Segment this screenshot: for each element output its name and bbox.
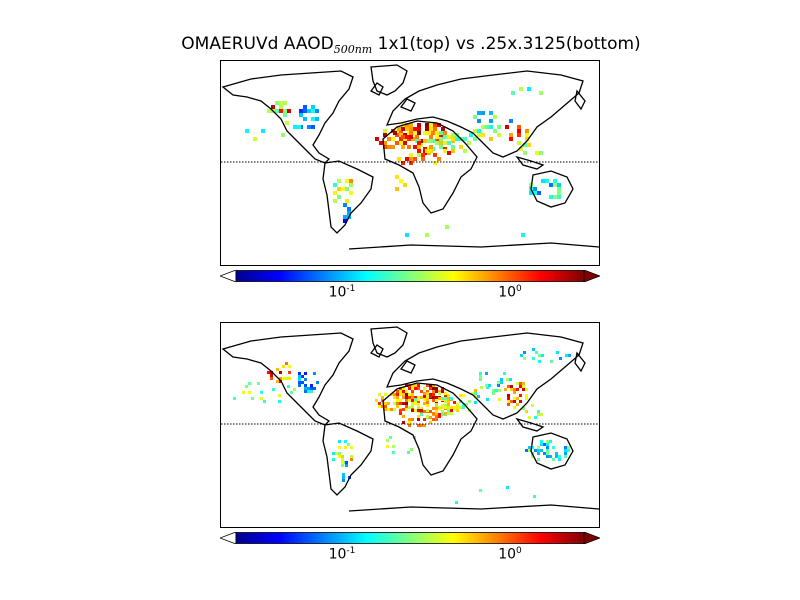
map-panel-bottom xyxy=(220,322,600,528)
aerosol-cells xyxy=(233,348,571,504)
aerosol-cells xyxy=(245,87,561,237)
colorbar-top-gradient xyxy=(218,269,602,283)
world-map-bottom xyxy=(221,326,599,512)
colorbar-top-tick-2: 100 xyxy=(498,284,522,301)
colorbar-extend-high xyxy=(583,269,602,283)
colorbar-extend-high xyxy=(583,531,602,545)
map-panel-top xyxy=(220,60,600,266)
coastlines xyxy=(221,64,599,250)
world-map-top xyxy=(221,64,599,250)
figure-title: OMAERUVd AAOD500nm 1x1(top) vs .25x.3125… xyxy=(181,34,641,56)
colorbar-extend-low xyxy=(218,269,237,283)
colorbar-bottom-tick-1: 10-1 xyxy=(328,546,356,563)
colorbar-extend-low xyxy=(218,531,237,545)
colorbar-top xyxy=(218,267,602,283)
colorbar-bottom-tick-2: 100 xyxy=(498,546,522,563)
colorbar-top-tick-1: 10-1 xyxy=(328,284,356,301)
coastlines xyxy=(221,326,599,512)
colorbar-bottom xyxy=(218,529,602,545)
colorbar-bottom-gradient xyxy=(218,531,602,545)
